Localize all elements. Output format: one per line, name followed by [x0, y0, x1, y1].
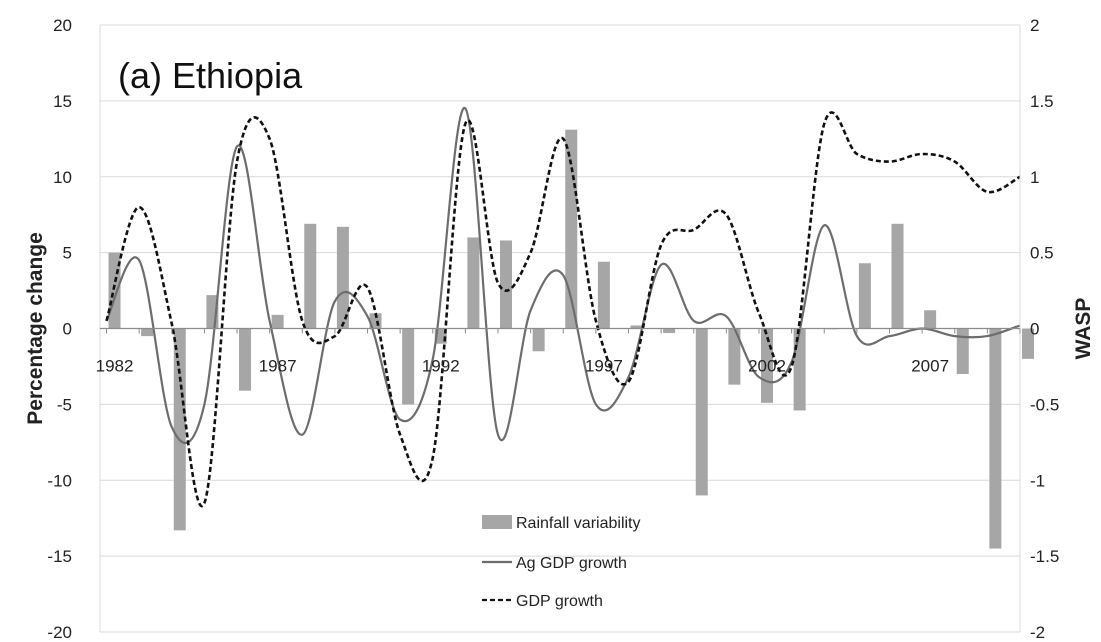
rainfall-bar: [956, 328, 969, 375]
rainfall-bar: [793, 328, 806, 411]
legend-label: Rainfall variability: [516, 515, 641, 532]
y2-tick-label: 0: [1030, 320, 1039, 339]
rainfall-bar: [271, 314, 284, 329]
x-tick-label: 1992: [422, 357, 460, 376]
rainfall-bar: [402, 328, 415, 405]
y-tick-label: 20: [53, 16, 72, 35]
rainfall-bar: [597, 261, 610, 329]
gdp-growth-line: [105, 111, 1021, 508]
y2-tick-label: -0.5: [1030, 395, 1059, 414]
rainfall-bar: [467, 237, 480, 329]
growth-lines: [105, 107, 1021, 508]
y2-axis-title: WASP: [1072, 298, 1095, 360]
rainfall-bars: [108, 129, 1034, 549]
rainfall-bar: [500, 240, 513, 329]
axes: -20 -15 -10 -5 0 5 10 15 20 -2 -1.5 -1 -0.5 0 0.5 1 1.5 2…: [47, 16, 1059, 642]
rainfall-bar: [630, 325, 643, 329]
chart-title: (a) Ethiopia: [118, 55, 303, 96]
legend-label: Ag GDP growth: [516, 555, 627, 572]
y-tick-label: -20: [47, 623, 72, 642]
gridlines: [100, 24, 1020, 557]
y2-tick-label: 1.5: [1030, 92, 1054, 111]
rainfall-bar: [858, 263, 871, 329]
x-tick-label: 1982: [96, 357, 134, 376]
rainfall-bar: [695, 328, 708, 496]
x-tick-label: 1997: [585, 357, 623, 376]
rainfall-bar: [239, 328, 252, 391]
rainfall-bar: [532, 328, 545, 352]
rainfall-bar: [304, 223, 317, 329]
y-tick-label: 0: [63, 320, 72, 339]
x-tick-label: 1987: [259, 357, 297, 376]
legend: Rainfall variability Ag GDP growth GDP gro…: [482, 515, 641, 610]
y2-tick-label: -1.5: [1030, 547, 1059, 566]
legend-label: GDP growth: [516, 593, 603, 610]
rainfall-bar: [663, 328, 676, 334]
y-axis-title: Percentage change: [24, 232, 47, 425]
rainfall-bar: [728, 328, 741, 385]
rainfall-bar: [924, 310, 937, 329]
x-tick-label: 2002: [748, 357, 786, 376]
rainfall-bar: [1022, 328, 1034, 359]
ag-gdp-growth-line: [105, 107, 1021, 445]
rainfall-bar: [336, 226, 349, 329]
rainfall-bar: [141, 328, 154, 337]
rainfall-bar: [173, 328, 186, 531]
y-tick-label: -15: [47, 547, 72, 566]
y-tick-label: -5: [57, 395, 72, 414]
y-tick-label: 15: [53, 92, 72, 111]
y-tick-label: 10: [53, 168, 72, 187]
rainfall-bar: [989, 328, 1002, 549]
y-tick-label: -10: [47, 471, 72, 490]
y2-tick-label: 1: [1030, 168, 1039, 187]
y2-tick-label: 0.5: [1030, 244, 1054, 263]
y2-tick-label: -1: [1030, 471, 1045, 490]
y-tick-label: 5: [63, 244, 72, 263]
y2-tick-label: 2: [1030, 16, 1039, 35]
y2-tick-label: -2: [1030, 623, 1045, 642]
rainfall-bar: [891, 223, 904, 329]
x-tick-label: 2007: [911, 357, 949, 376]
legend-swatch-rainfall: [482, 515, 512, 529]
